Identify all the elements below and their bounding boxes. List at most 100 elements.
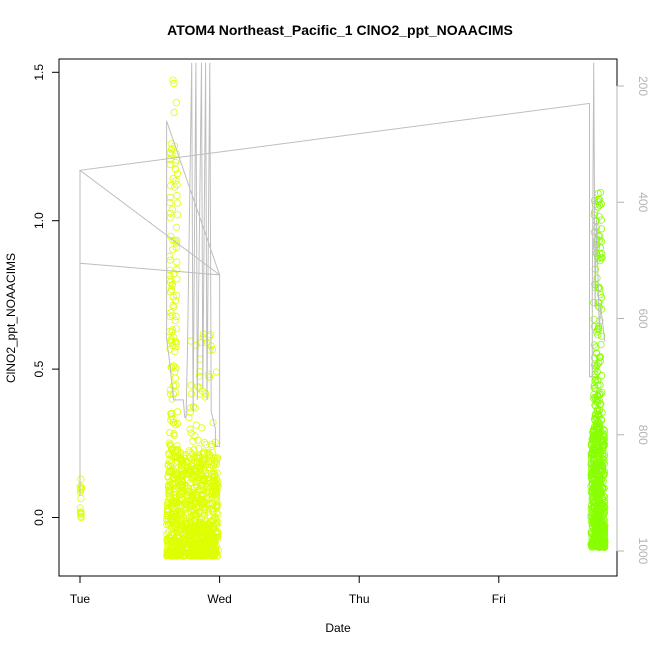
data-point <box>183 497 191 506</box>
data-point <box>168 395 176 403</box>
x-tick-label: Thu <box>349 592 370 606</box>
data-point <box>186 408 194 416</box>
data-point <box>196 497 204 505</box>
data-point <box>205 463 213 471</box>
data-point <box>185 513 194 522</box>
data-point <box>168 205 176 213</box>
data-point <box>200 533 208 541</box>
data-point <box>173 542 181 550</box>
data-point <box>598 249 606 257</box>
data-point <box>195 540 203 548</box>
x-tick-label: Tue <box>70 592 91 606</box>
data-point <box>166 209 174 217</box>
data-point <box>174 533 182 541</box>
data-point <box>171 236 179 244</box>
data-point <box>182 458 190 466</box>
data-point <box>187 390 196 398</box>
data-point <box>166 519 175 527</box>
data-point <box>165 439 173 447</box>
data-point <box>213 501 221 510</box>
data-point <box>596 381 604 389</box>
y-tick-label: 1.0 <box>32 212 46 229</box>
data-point <box>173 199 182 207</box>
data-point <box>170 478 178 486</box>
data-point <box>198 424 206 432</box>
data-point <box>595 390 604 398</box>
data-point <box>589 435 597 443</box>
data-point <box>196 476 204 484</box>
data-point <box>168 536 177 544</box>
data-point <box>177 511 185 519</box>
data-point <box>167 516 175 525</box>
x-tick-label: Wed <box>207 592 231 606</box>
data-point <box>163 508 171 516</box>
y-tick-label: 0.0 <box>32 509 46 526</box>
data-point <box>170 269 178 278</box>
data-point <box>596 353 604 361</box>
data-point <box>173 419 182 428</box>
data-point <box>194 436 202 444</box>
data-point <box>169 175 177 183</box>
data-point <box>173 291 181 299</box>
data-point <box>213 455 221 463</box>
data-point <box>592 444 600 452</box>
data-point <box>187 381 195 389</box>
data-point <box>597 340 605 349</box>
data-point <box>201 544 209 552</box>
data-point <box>76 504 84 512</box>
data-point <box>192 458 200 466</box>
data-point <box>177 453 185 462</box>
data-point <box>594 198 603 206</box>
data-point <box>77 475 85 483</box>
data-point <box>169 341 177 350</box>
data-point <box>178 538 186 546</box>
data-point <box>167 413 175 421</box>
data-point <box>170 303 178 311</box>
data-point <box>168 410 176 418</box>
data-point <box>179 478 187 487</box>
data-point <box>169 301 177 309</box>
chart-title: ATOM4 Northeast_Pacific_1 ClNO2_ppt_NOAA… <box>167 22 513 38</box>
data-point <box>188 466 196 474</box>
data-point <box>594 377 602 385</box>
data-point <box>192 523 200 532</box>
data-point <box>588 514 596 522</box>
data-point <box>172 158 180 167</box>
data-point <box>598 483 607 491</box>
data-point <box>190 471 199 480</box>
data-point <box>169 76 177 84</box>
data-point <box>595 449 603 458</box>
data-point <box>191 404 199 412</box>
data-point <box>77 483 85 491</box>
data-point <box>172 324 180 333</box>
data-point <box>186 448 195 456</box>
pressure-layer <box>78 62 606 496</box>
data-point <box>187 508 195 517</box>
data-point <box>597 216 605 224</box>
data-point <box>167 182 175 190</box>
data-point <box>599 469 608 478</box>
data-point <box>589 498 597 506</box>
data-point <box>177 457 185 465</box>
data-point <box>168 338 176 346</box>
data-point <box>205 332 213 341</box>
data-point <box>193 491 201 499</box>
data-point <box>599 500 608 509</box>
data-point <box>170 510 178 518</box>
data-point <box>597 416 606 425</box>
data-point <box>163 550 172 558</box>
data-point <box>594 410 603 418</box>
data-point <box>598 254 606 262</box>
data-point <box>196 459 204 467</box>
data-point <box>600 523 609 532</box>
y-tick-label: 1.5 <box>32 64 46 81</box>
data-point <box>590 474 599 482</box>
data-point <box>208 524 216 532</box>
data-point <box>593 368 601 376</box>
data-point <box>193 466 201 475</box>
data-point <box>186 425 194 433</box>
data-point <box>170 108 178 117</box>
data-point <box>600 441 608 449</box>
y2-tick-label: 1000 <box>636 538 650 565</box>
